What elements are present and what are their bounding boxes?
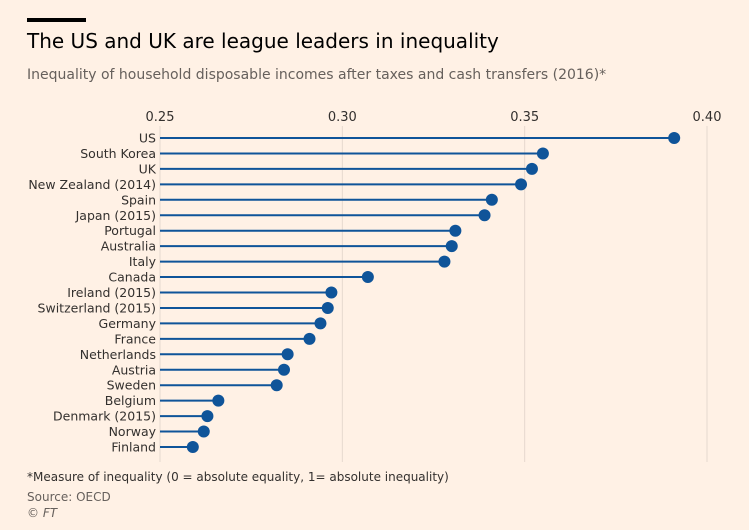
- category-label: Sweden: [107, 378, 156, 393]
- data-point: [536, 147, 549, 160]
- category-label: Spain: [121, 192, 156, 207]
- data-point: [212, 394, 225, 407]
- category-label: US: [139, 131, 156, 146]
- x-tick-label: 0.30: [328, 110, 357, 125]
- category-label: New Zealand (2014): [28, 177, 156, 192]
- category-label: South Korea: [80, 146, 156, 161]
- category-label: Canada: [108, 270, 156, 285]
- category-label: Netherlands: [80, 347, 156, 362]
- x-tick-label: 0.25: [146, 110, 175, 125]
- data-point: [197, 425, 210, 438]
- data-point: [525, 162, 538, 175]
- data-point: [438, 255, 451, 268]
- data-point: [186, 441, 199, 453]
- data-point: [321, 301, 334, 314]
- data-point: [303, 332, 316, 345]
- source-note: Source: OECD: [27, 490, 111, 504]
- category-label: Japan (2015): [75, 208, 156, 223]
- category-label: Ireland (2015): [67, 285, 156, 300]
- category-label: Norway: [109, 424, 157, 439]
- header-rule: [27, 18, 86, 22]
- x-tick-label: 0.35: [510, 110, 539, 125]
- category-label: Italy: [129, 254, 157, 269]
- category-label: Finland: [111, 440, 156, 455]
- data-point: [515, 178, 528, 191]
- credit-name: FT: [42, 506, 58, 520]
- data-point: [361, 271, 374, 284]
- category-label: Belgium: [105, 393, 156, 408]
- data-point: [201, 410, 214, 423]
- footnote: *Measure of inequality (0 = absolute equ…: [27, 470, 449, 484]
- category-label: Switzerland (2015): [38, 300, 156, 315]
- data-point: [281, 348, 294, 361]
- category-label: Austria: [112, 362, 156, 377]
- category-label: Australia: [101, 239, 156, 254]
- data-point: [325, 286, 338, 299]
- category-label: UK: [139, 161, 157, 176]
- data-point: [485, 193, 498, 206]
- x-tick-label: 0.40: [693, 110, 722, 125]
- category-label: France: [114, 331, 156, 346]
- data-point: [314, 317, 327, 330]
- category-label: Germany: [99, 316, 157, 331]
- data-point: [270, 379, 283, 392]
- data-point: [478, 209, 491, 222]
- category-label: Portugal: [104, 223, 156, 238]
- data-point: [449, 224, 462, 237]
- data-point: [277, 363, 290, 376]
- chart-title: The US and UK are league leaders in ineq…: [27, 29, 499, 53]
- copyright-symbol: ©: [27, 506, 39, 520]
- chart-subtitle: Inequality of household disposable incom…: [27, 67, 607, 83]
- credit: © FT: [27, 506, 57, 520]
- data-point: [668, 132, 681, 144]
- data-point: [445, 240, 458, 253]
- category-label: Denmark (2015): [53, 409, 156, 424]
